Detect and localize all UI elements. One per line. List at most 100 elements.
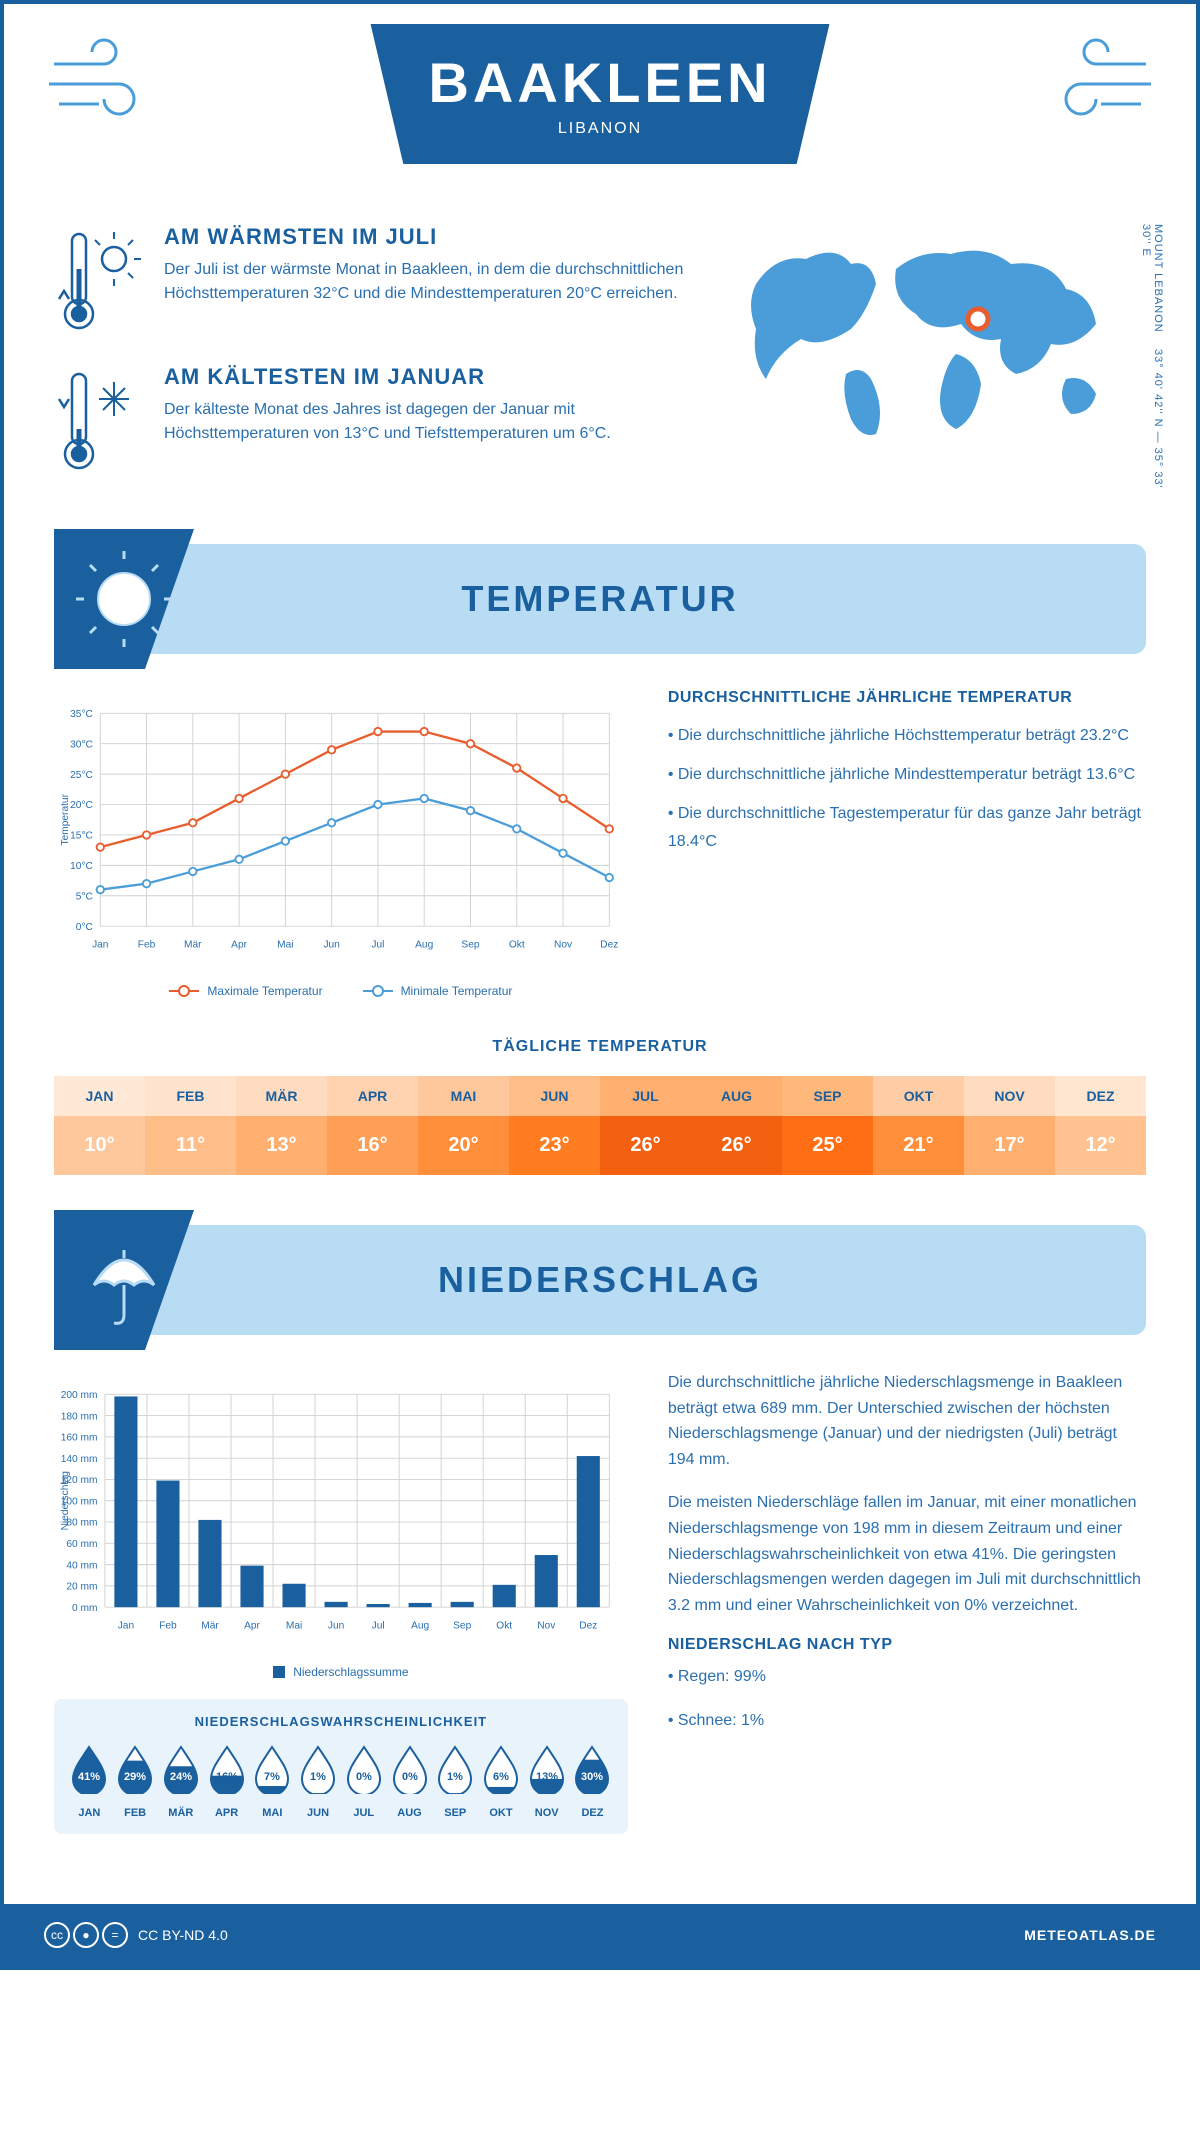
thermometer-hot-icon	[54, 224, 144, 334]
precip-probability: NIEDERSCHLAGSWAHRSCHEINLICHKEIT 41% JAN …	[54, 1699, 628, 1834]
svg-text:Feb: Feb	[159, 1620, 177, 1631]
daily-temp-values: 10°11°13°16°20°23°26°26°25°21°17°12°	[54, 1116, 1146, 1175]
cc-icon: cc	[44, 1922, 70, 1948]
svg-text:0°C: 0°C	[76, 922, 93, 933]
legend-max: Maximale Temperatur	[207, 984, 322, 998]
climate-summary: AM WÄRMSTEN IM JULI Der Juli ist der wär…	[54, 224, 696, 504]
drop-month: FEB	[115, 1807, 156, 1819]
wind-icon	[44, 34, 164, 124]
coldest-title: AM KÄLTESTEN IM JANUAR	[164, 364, 696, 390]
svg-text:40 mm: 40 mm	[66, 1560, 97, 1571]
drop-month: JUN	[298, 1807, 339, 1819]
thermometer-cold-icon	[54, 364, 144, 474]
by-icon: ●	[73, 1922, 99, 1948]
svg-text:160 mm: 160 mm	[61, 1433, 98, 1444]
svg-text:0%: 0%	[356, 1771, 372, 1783]
svg-text:1%: 1%	[310, 1771, 326, 1783]
nd-icon: =	[102, 1922, 128, 1948]
drop-cell: 7% MAI	[252, 1744, 293, 1819]
svg-text:Mai: Mai	[286, 1620, 302, 1631]
precip-legend: Niederschlagssumme	[54, 1665, 628, 1679]
drop-month: MAI	[252, 1807, 293, 1819]
coordinates: MOUNT LEBANON 33° 40' 42'' N — 35° 33' 3…	[1140, 224, 1164, 504]
svg-text:29%: 29%	[124, 1771, 146, 1783]
drop-cell: 6% OKT	[481, 1744, 522, 1819]
temp-chart-box: 0°C5°C10°C15°C20°C25°C30°C35°CJanFebMärA…	[54, 689, 628, 998]
temp-info: DURCHSCHNITTLICHE JÄHRLICHE TEMPERATUR •…	[668, 689, 1146, 998]
svg-text:7%: 7%	[264, 1771, 280, 1783]
legend-min: Minimale Temperatur	[401, 984, 513, 998]
svg-text:10°C: 10°C	[70, 861, 93, 872]
temperature-title: TEMPERATUR	[194, 578, 1146, 620]
warmest-text: AM WÄRMSTEN IM JULI Der Juli ist der wär…	[164, 224, 696, 334]
raindrop-icon: 0%	[390, 1744, 430, 1794]
coldest-desc: Der kälteste Monat des Jahres ist dagege…	[164, 398, 696, 446]
svg-text:Niederschlag: Niederschlag	[60, 1471, 71, 1530]
temp-month-cell: SEP	[782, 1076, 873, 1116]
prob-title: NIEDERSCHLAGSWAHRSCHEINLICHKEIT	[69, 1714, 613, 1729]
svg-text:Aug: Aug	[415, 939, 433, 950]
svg-text:Jun: Jun	[323, 939, 339, 950]
drop-cell: 0% JUL	[343, 1744, 384, 1819]
coldest-block: AM KÄLTESTEN IM JANUAR Der kälteste Mona…	[54, 364, 696, 474]
footer-left: cc ● = CC BY-ND 4.0	[44, 1922, 228, 1948]
summary-row: AM WÄRMSTEN IM JULI Der Juli ist der wär…	[54, 224, 1146, 504]
svg-text:Jul: Jul	[372, 1620, 385, 1631]
drop-month: SEP	[435, 1807, 476, 1819]
drop-month: OKT	[481, 1807, 522, 1819]
warmest-block: AM WÄRMSTEN IM JULI Der Juli ist der wär…	[54, 224, 696, 334]
drop-cell: 1% JUN	[298, 1744, 339, 1819]
svg-text:Feb: Feb	[138, 939, 156, 950]
svg-text:180 mm: 180 mm	[61, 1411, 98, 1422]
svg-text:Jul: Jul	[371, 939, 384, 950]
precipitation-title: NIEDERSCHLAG	[194, 1259, 1146, 1301]
wind-icon	[1036, 34, 1156, 124]
svg-text:Jan: Jan	[92, 939, 108, 950]
svg-text:20°C: 20°C	[70, 800, 93, 811]
svg-text:6%: 6%	[493, 1771, 509, 1783]
temp-value-cell: 26°	[600, 1116, 691, 1175]
svg-text:200 mm: 200 mm	[61, 1390, 98, 1401]
temp-info-item: • Die durchschnittliche jährliche Höchst…	[668, 722, 1146, 749]
raindrop-icon: 6%	[481, 1744, 521, 1794]
temp-value-cell: 26°	[691, 1116, 782, 1175]
svg-text:24%: 24%	[170, 1771, 192, 1783]
svg-text:25°C: 25°C	[70, 770, 93, 781]
drop-cell: 41% JAN	[69, 1744, 110, 1819]
svg-text:Apr: Apr	[244, 1620, 260, 1631]
umbrella-icon	[74, 1230, 174, 1330]
license-text: CC BY-ND 4.0	[138, 1927, 228, 1943]
svg-text:35°C: 35°C	[70, 709, 93, 720]
drop-month: JAN	[69, 1807, 110, 1819]
raindrop-icon: 30%	[572, 1744, 612, 1794]
drop-cell: 29% FEB	[115, 1744, 156, 1819]
precip-type-item: • Regen: 99%	[668, 1664, 1146, 1690]
drop-month: MÄR	[160, 1807, 201, 1819]
temp-value-cell: 13°	[236, 1116, 327, 1175]
svg-text:15°C: 15°C	[70, 831, 93, 842]
world-map-icon	[726, 224, 1146, 444]
temp-value-cell: 20°	[418, 1116, 509, 1175]
warmest-desc: Der Juli ist der wärmste Monat in Baakle…	[164, 258, 696, 306]
svg-text:Nov: Nov	[554, 939, 573, 950]
footer: cc ● = CC BY-ND 4.0 METEOATLAS.DE	[4, 1904, 1196, 1966]
precip-p2: Die meisten Niederschläge fallen im Janu…	[668, 1490, 1146, 1618]
svg-text:0 mm: 0 mm	[72, 1603, 97, 1614]
temp-month-cell: JUL	[600, 1076, 691, 1116]
raindrop-icon: 24%	[161, 1744, 201, 1794]
daily-temp-title: TÄGLICHE TEMPERATUR	[54, 1038, 1146, 1056]
precip-legend-label: Niederschlagssumme	[293, 1665, 408, 1679]
temp-month-cell: FEB	[145, 1076, 236, 1116]
coldest-text: AM KÄLTESTEN IM JANUAR Der kälteste Mona…	[164, 364, 696, 474]
warmest-title: AM WÄRMSTEN IM JULI	[164, 224, 696, 250]
temp-info-item: • Die durchschnittliche jährliche Mindes…	[668, 761, 1146, 788]
svg-text:0%: 0%	[402, 1771, 418, 1783]
precip-p1: Die durchschnittliche jährliche Niedersc…	[668, 1370, 1146, 1472]
svg-text:Aug: Aug	[411, 1620, 429, 1631]
svg-text:Okt: Okt	[496, 1620, 512, 1631]
svg-text:Apr: Apr	[231, 939, 247, 950]
svg-text:20 mm: 20 mm	[66, 1582, 97, 1593]
map-box: MOUNT LEBANON 33° 40' 42'' N — 35° 33' 3…	[726, 224, 1146, 504]
temp-month-cell: APR	[327, 1076, 418, 1116]
drop-cell: 13% NOV	[526, 1744, 567, 1819]
